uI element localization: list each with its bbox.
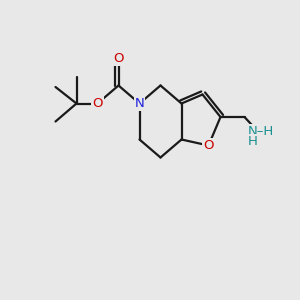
Text: O: O <box>92 97 103 110</box>
Text: N: N <box>135 97 144 110</box>
Text: H: H <box>248 135 258 148</box>
Text: O: O <box>113 52 124 65</box>
Text: N–H: N–H <box>248 124 274 138</box>
Text: O: O <box>203 139 214 152</box>
